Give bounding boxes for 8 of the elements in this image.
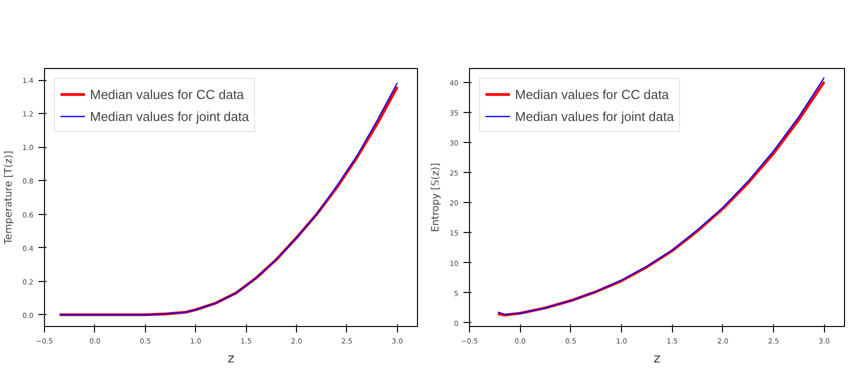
legend-label: Median values for joint data bbox=[90, 108, 249, 124]
legend-label: Median values for joint data bbox=[515, 108, 674, 124]
y-axis-title: Temperature [T(z)] bbox=[3, 150, 14, 246]
y-axis-title: Entropy [𝕊(z)] bbox=[430, 162, 442, 232]
legend-label: Median values for CC data bbox=[90, 86, 244, 102]
x-axis-title: z bbox=[654, 352, 661, 366]
x-axis-title: z bbox=[228, 352, 235, 366]
legend-label: Median values for CC data bbox=[515, 86, 669, 102]
